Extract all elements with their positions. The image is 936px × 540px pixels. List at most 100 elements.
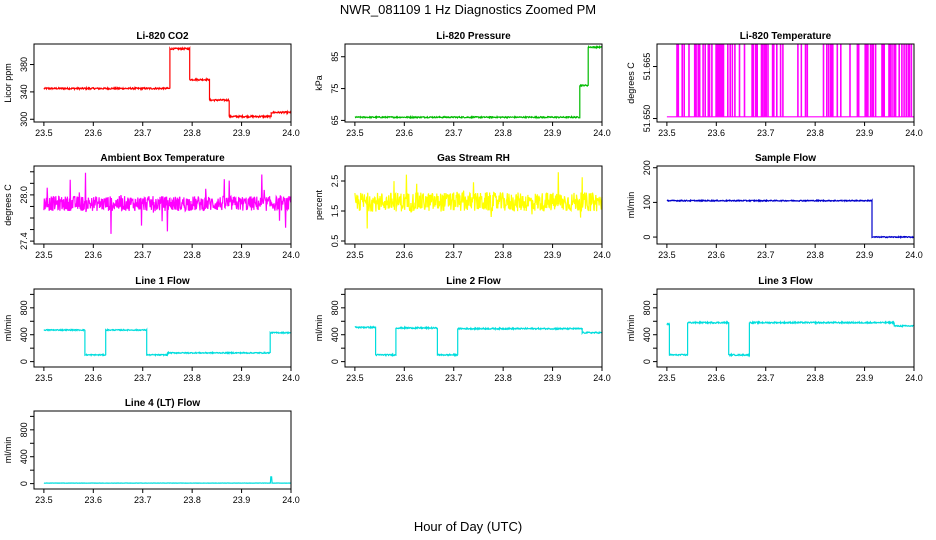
x-tick-label: 24.0: [593, 373, 611, 383]
panel-title: Li-820 CO2: [136, 31, 189, 42]
figure-x-axis-label: Hour of Day (UTC): [414, 519, 522, 534]
y-tick-label: 0: [19, 359, 29, 364]
panel-title: Line 1 Flow: [135, 276, 190, 287]
x-tick-label: 23.5: [346, 373, 364, 383]
y-tick-label: 800: [642, 300, 652, 315]
x-tick-label: 23.9: [233, 128, 251, 138]
series-line: [354, 44, 603, 120]
x-tick-label: 23.8: [183, 128, 201, 138]
y-tick-label: 51.650: [642, 105, 652, 133]
x-tick-label: 24.0: [282, 373, 300, 383]
x-tick-label: 23.9: [544, 373, 562, 383]
x-tick-label: 23.6: [708, 128, 726, 138]
x-tick-label: 23.6: [396, 128, 414, 138]
figure-title: NWR_081109 1 Hz Diagnostics Zoomed PM: [340, 2, 596, 17]
x-tick-label: 23.8: [183, 495, 201, 505]
series-line: [354, 172, 603, 229]
y-tick-label: 380: [19, 57, 29, 72]
x-tick-label: 23.6: [708, 373, 726, 383]
x-tick-label: 23.9: [233, 495, 251, 505]
panel-title: Line 3 Flow: [758, 276, 813, 287]
panel-rh: Gas Stream RH percent 23.5 23.6 23.7 23.8 23.9…: [314, 153, 611, 260]
x-tick-label: 23.8: [494, 128, 512, 138]
x-tick-label: 23.7: [445, 250, 463, 260]
x-tick-label: 23.5: [35, 495, 53, 505]
y-tick-label: 800: [330, 300, 340, 315]
x-tick-label: 23.6: [396, 373, 414, 383]
x-tick-label: 23.5: [35, 128, 53, 138]
panel-licor-temp: Li-820 Temperature degrees C 23.5 23.6 23.7 2…: [626, 31, 923, 138]
series-line: [43, 45, 292, 120]
y-tick-label: 800: [19, 300, 29, 315]
y-axis-label: ml/min: [314, 315, 324, 342]
x-tick-label: 23.6: [85, 495, 103, 505]
x-tick-label: 23.8: [806, 250, 824, 260]
x-tick-label: 23.5: [346, 128, 364, 138]
x-tick-label: 23.7: [757, 128, 775, 138]
x-tick-label: 24.0: [905, 128, 923, 138]
series-line: [43, 476, 291, 485]
panel-title: Sample Flow: [755, 153, 816, 164]
y-tick-label: 85: [330, 52, 340, 62]
y-tick-label: 0: [19, 481, 29, 486]
series-line: [43, 327, 292, 357]
x-tick-label: 23.6: [85, 250, 103, 260]
x-tick-label: 23.8: [494, 373, 512, 383]
panel-sample-flow: Sample Flow ml/min 23.5 23.6 23.7 23.8 23.9 24.…: [626, 153, 923, 260]
x-tick-label: 23.8: [806, 373, 824, 383]
y-tick-label: 400: [19, 327, 29, 342]
x-tick-label: 24.0: [593, 250, 611, 260]
panel-title: Li-820 Pressure: [436, 31, 511, 42]
panel-title: Gas Stream RH: [437, 153, 510, 164]
x-tick-label: 23.5: [346, 250, 364, 260]
x-tick-label: 23.7: [134, 250, 152, 260]
y-tick-label: 100: [642, 195, 652, 210]
y-axis-label: kPa: [314, 75, 324, 91]
x-tick-label: 23.9: [544, 128, 562, 138]
y-tick-label: 51.665: [642, 53, 652, 81]
y-axis-label: ml/min: [3, 437, 13, 464]
panel-pressure: Li-820 Pressure kPa 23.5 23.6 23.7 23.8 23.9 24…: [314, 31, 611, 138]
x-tick-label: 23.9: [856, 373, 874, 383]
y-tick-label: 65: [330, 115, 340, 125]
y-tick-label: 0: [642, 235, 652, 240]
y-tick-label: 340: [19, 84, 29, 99]
plot-frame: [33, 165, 292, 245]
y-tick-label: 300: [19, 112, 29, 127]
y-tick-label: 800: [19, 422, 29, 437]
series-line: [43, 172, 292, 234]
x-tick-label: 23.5: [658, 373, 676, 383]
panel-title: Line 4 (LT) Flow: [125, 398, 201, 409]
panel-line3: Line 3 Flow ml/min 23.5 23.6 23.7 23.8 23.9 24.…: [626, 276, 923, 383]
y-axis-label: ml/min: [3, 315, 13, 342]
x-tick-label: 23.9: [856, 250, 874, 260]
plot-frame: [344, 43, 603, 123]
y-tick-label: 0: [642, 359, 652, 364]
panel-line2: Line 2 Flow ml/min 23.5 23.6 23.7 23.8 23.9 24.…: [314, 276, 611, 383]
series-line: [354, 325, 603, 358]
x-tick-label: 23.6: [85, 128, 103, 138]
x-tick-label: 23.7: [134, 128, 152, 138]
y-tick-label: 200: [642, 160, 652, 175]
y-tick-label: 400: [19, 449, 29, 464]
x-tick-label: 23.5: [658, 250, 676, 260]
plot-frame: [656, 43, 915, 123]
panel-title: Ambient Box Temperature: [100, 153, 225, 164]
series-line: [666, 198, 915, 240]
plot-frame: [33, 288, 292, 368]
y-axis-label: degrees C: [3, 184, 13, 226]
x-tick-label: 23.9: [233, 373, 251, 383]
panel-box-temp: Ambient Box Temperature degrees C 23.5 23.6…: [3, 153, 300, 260]
y-tick-label: 0.5: [330, 235, 340, 248]
x-tick-label: 23.7: [757, 250, 775, 260]
panel-co2: Li-820 CO2 Licor ppm 23.5 23.6 23.7 23.8 23.9 2…: [3, 31, 300, 138]
y-tick-label: 28.0: [19, 186, 29, 204]
x-tick-label: 23.6: [708, 250, 726, 260]
panel-line4: Line 4 (LT) Flow ml/min 23.5 23.6 23.7 23.8 23…: [3, 398, 300, 505]
x-tick-label: 23.9: [233, 250, 251, 260]
x-tick-label: 23.9: [544, 250, 562, 260]
x-tick-label: 23.8: [183, 250, 201, 260]
x-tick-label: 24.0: [282, 128, 300, 138]
x-tick-label: 24.0: [905, 250, 923, 260]
